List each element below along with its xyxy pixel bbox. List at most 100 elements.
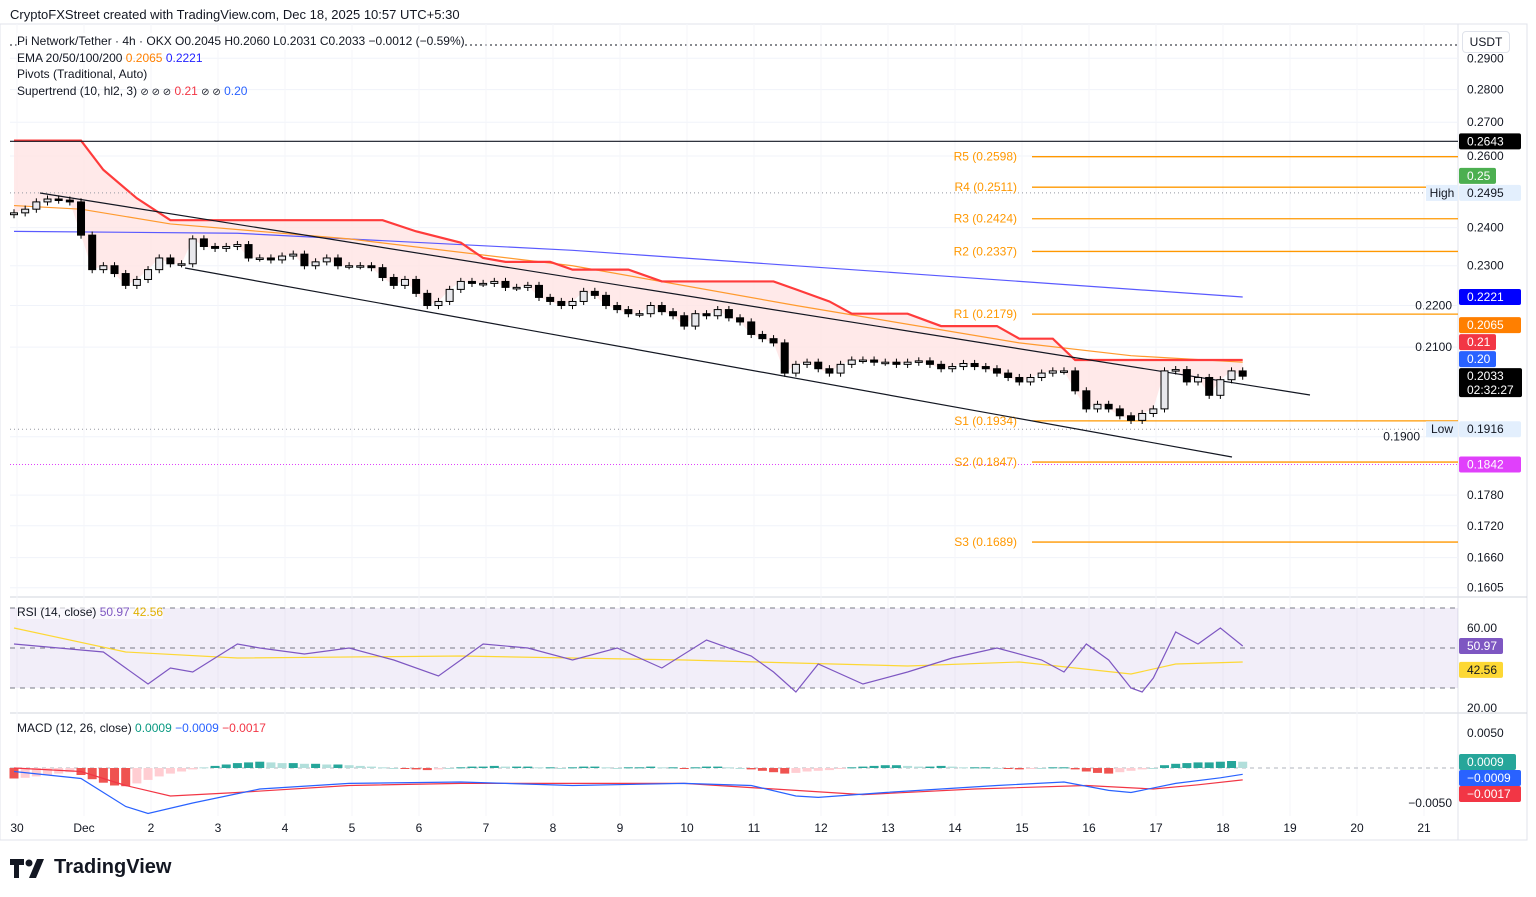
candle-body [110, 265, 119, 275]
macd-label: MACD (12, 26, close) [17, 721, 132, 735]
price-tag-bg [1459, 421, 1521, 438]
candle-body [1149, 408, 1158, 414]
macd-histogram-bar [288, 763, 298, 768]
candle [400, 275, 409, 289]
macd-histogram-bar [31, 768, 41, 777]
macd-histogram-bar [1048, 767, 1058, 769]
candle-body [512, 286, 521, 290]
high-label-bg [1426, 184, 1458, 201]
candle-body [255, 257, 264, 260]
candle [959, 359, 968, 371]
candle [479, 279, 488, 288]
supertrend-line [14, 139, 1243, 362]
candle-body [1093, 403, 1102, 410]
macd-histogram-bar [210, 765, 220, 768]
x-tick-label: Dec [73, 821, 94, 835]
candle [937, 360, 946, 373]
na-values-2: ⊘ ⊘ [201, 86, 221, 98]
pivots-legend[interactable]: Pivots (Traditional, Auto) [17, 67, 148, 81]
candle [892, 358, 901, 368]
candle-body [959, 362, 968, 368]
macd-line [13, 770, 1243, 815]
macd-histogram-bar [489, 765, 499, 768]
macd-histogram-bar [914, 766, 924, 768]
candle [713, 306, 722, 320]
candle [233, 241, 242, 251]
macd-histogram-bar [869, 765, 879, 768]
macd-value: −0.0009 [175, 721, 219, 735]
macd-histogram-bar [500, 766, 510, 768]
macd-histogram-bar [1104, 768, 1114, 774]
currency-button[interactable]: USDT [1462, 31, 1510, 53]
candle-body [501, 280, 510, 288]
candle-body [981, 366, 990, 370]
candle [1104, 400, 1113, 413]
macd-histogram-bar [98, 768, 108, 783]
candle [32, 198, 41, 213]
candle-body [244, 244, 253, 259]
low-label: Low [1431, 422, 1453, 436]
macd-histogram-bar [244, 762, 254, 768]
candle-body [434, 300, 443, 307]
candle [278, 252, 287, 264]
low-label-bg [1426, 421, 1458, 438]
price-tag: 0.1916 [1467, 422, 1504, 436]
macd-histogram-bar [668, 767, 678, 769]
macd-histogram-bar [780, 768, 790, 774]
candle [121, 269, 130, 289]
candle [1048, 367, 1057, 377]
pivot-label: S1 (0.1934) [954, 414, 1017, 428]
candle [590, 287, 599, 299]
candle [99, 262, 108, 274]
candle [367, 262, 376, 272]
macd-histogram-bar [601, 767, 611, 769]
x-tick-label: 3 [215, 821, 222, 835]
candle-body [1082, 390, 1091, 410]
candle-body [881, 361, 890, 365]
candle [412, 275, 421, 297]
macd-histogram-bar [232, 763, 242, 768]
macd-histogram-bar [255, 761, 265, 768]
candle [602, 291, 611, 310]
macd-histogram-bar [1081, 768, 1091, 772]
candle [836, 360, 845, 377]
supertrend-legend[interactable]: Supertrend (10, hl2, 3) ⊘ ⊘ ⊘ 0.21 ⊘ ⊘ 0… [17, 83, 465, 102]
candle-body [613, 305, 622, 311]
chart-legend: Pi Network/Tether · 4h · OKX O0.2045 H0.… [17, 33, 465, 101]
rsi-legend[interactable]: RSI (14, close) 50.97 42.56 [17, 605, 164, 619]
candle [467, 277, 476, 288]
candle [948, 362, 957, 373]
candle-body [657, 305, 666, 313]
macd-hist-value: 0.0009 [135, 721, 172, 735]
ema-legend[interactable]: EMA 20/50/100/200 0.2065 0.2221 [17, 50, 465, 67]
candle [1149, 405, 1158, 418]
y-tick-label: 0.1780 [1467, 488, 1504, 502]
macd-histogram-bar [757, 768, 767, 771]
candle [635, 310, 644, 318]
macd-legend[interactable]: MACD (12, 26, close) 0.0009 −0.0009 −0.0… [17, 721, 266, 735]
tradingview-logo[interactable]: TradingView [10, 856, 171, 879]
candle [736, 314, 745, 326]
macd-histogram-bar [478, 766, 488, 768]
candle-body [266, 257, 275, 261]
macd-histogram-bar [1059, 767, 1069, 769]
candle-body [970, 362, 979, 368]
candle [858, 356, 867, 364]
candle [333, 254, 342, 270]
candle [423, 289, 432, 310]
y-tick-label: 0.1900 [1383, 430, 1420, 444]
candle-body [423, 292, 432, 307]
candle-body [132, 278, 141, 286]
candle [970, 359, 979, 371]
macd-histogram-bar [556, 768, 566, 769]
macd-histogram-bar [903, 765, 913, 768]
price-tag-bg [1459, 456, 1521, 473]
candle-body [1004, 372, 1013, 378]
candle-body [925, 360, 934, 365]
candle-body [992, 368, 1001, 374]
candle [791, 360, 800, 377]
candle-body [791, 363, 800, 374]
macd-histogram-bar [177, 768, 187, 772]
candle [445, 285, 454, 306]
